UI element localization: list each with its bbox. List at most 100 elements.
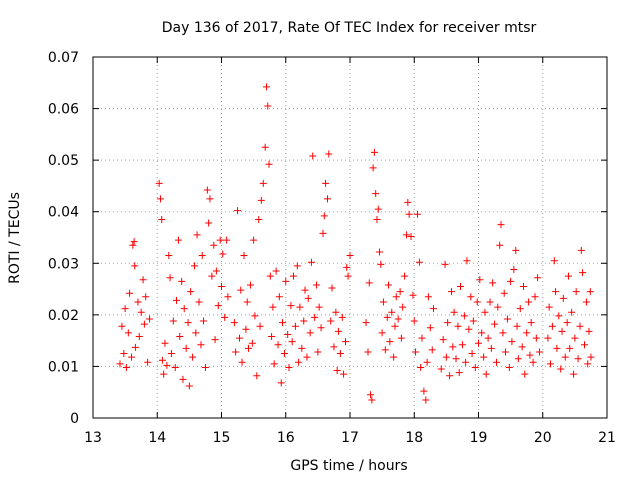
data-point bbox=[496, 241, 504, 249]
data-point bbox=[391, 322, 399, 330]
data-point bbox=[328, 284, 336, 292]
data-point bbox=[244, 344, 252, 352]
data-point bbox=[216, 236, 224, 244]
data-point bbox=[462, 358, 470, 366]
data-point bbox=[262, 83, 270, 91]
data-point bbox=[480, 353, 488, 361]
x-tick-label: 13 bbox=[84, 430, 102, 446]
data-point bbox=[487, 344, 495, 352]
data-point bbox=[404, 198, 412, 206]
y-tick-label: 0.07 bbox=[48, 50, 79, 66]
data-point bbox=[293, 262, 301, 270]
data-point bbox=[585, 327, 593, 335]
data-point bbox=[218, 282, 225, 290]
data-point bbox=[527, 319, 535, 327]
data-point bbox=[570, 370, 578, 378]
data-point bbox=[405, 210, 413, 218]
data-point bbox=[566, 344, 574, 352]
data-point bbox=[161, 339, 169, 347]
data-point bbox=[129, 241, 137, 249]
x-tick-label: 21 bbox=[598, 430, 616, 446]
y-tick-label: 0.01 bbox=[48, 359, 79, 375]
data-point bbox=[303, 353, 311, 361]
data-point bbox=[289, 272, 297, 280]
data-point bbox=[499, 329, 507, 337]
data-point bbox=[460, 312, 468, 320]
data-point bbox=[381, 346, 389, 354]
data-point bbox=[313, 281, 321, 289]
data-point bbox=[322, 179, 330, 187]
data-point bbox=[311, 313, 319, 321]
data-point bbox=[446, 372, 454, 380]
data-point bbox=[364, 348, 372, 356]
data-point bbox=[300, 317, 308, 325]
data-point bbox=[454, 322, 462, 330]
data-point bbox=[315, 303, 323, 311]
data-point bbox=[452, 355, 460, 363]
data-point bbox=[301, 286, 309, 294]
x-tick-label: 16 bbox=[277, 430, 295, 446]
data-point bbox=[344, 272, 352, 280]
data-point bbox=[206, 195, 214, 203]
data-point bbox=[437, 365, 445, 373]
data-point bbox=[372, 190, 380, 198]
data-point bbox=[269, 303, 277, 311]
data-point bbox=[165, 252, 173, 260]
data-point bbox=[142, 293, 150, 301]
data-point bbox=[449, 343, 457, 351]
data-point bbox=[516, 305, 524, 313]
y-tick-label: 0.03 bbox=[48, 256, 79, 272]
data-point bbox=[144, 358, 152, 366]
data-point bbox=[259, 179, 267, 187]
data-point bbox=[205, 219, 213, 227]
data-point bbox=[548, 322, 556, 330]
data-point bbox=[253, 372, 261, 380]
data-point bbox=[430, 305, 438, 313]
data-point bbox=[319, 229, 327, 237]
data-point bbox=[378, 329, 386, 337]
x-tick-label: 20 bbox=[534, 430, 552, 446]
data-point bbox=[178, 277, 186, 285]
data-point bbox=[478, 329, 486, 337]
data-point bbox=[458, 341, 466, 349]
data-point bbox=[494, 303, 502, 311]
data-point bbox=[287, 302, 295, 310]
data-point bbox=[332, 308, 340, 316]
data-point bbox=[221, 313, 229, 321]
data-point bbox=[529, 358, 537, 366]
data-point bbox=[467, 293, 475, 301]
data-point bbox=[314, 348, 322, 356]
data-point bbox=[128, 353, 136, 361]
data-point bbox=[417, 363, 425, 371]
x-tick-label: 15 bbox=[213, 430, 231, 446]
data-point bbox=[320, 212, 328, 220]
data-point bbox=[298, 344, 306, 352]
data-point bbox=[336, 350, 344, 358]
data-point bbox=[185, 382, 193, 390]
data-points bbox=[116, 83, 595, 404]
data-point bbox=[124, 329, 132, 337]
y-tick-labels: 0 0.01 0.02 0.03 0.04 0.05 0.06 0.07 bbox=[48, 50, 79, 427]
data-point bbox=[304, 294, 312, 302]
data-point bbox=[203, 186, 211, 194]
data-point bbox=[442, 353, 450, 361]
data-point bbox=[277, 379, 285, 387]
data-point bbox=[455, 369, 463, 377]
data-point bbox=[576, 322, 584, 330]
grid-lines bbox=[93, 57, 607, 418]
data-point bbox=[390, 353, 398, 361]
data-point bbox=[584, 360, 592, 368]
x-tick-labels: 13 14 15 16 17 18 19 20 21 bbox=[84, 430, 616, 446]
x-axis-label: GPS time / hours bbox=[290, 458, 407, 474]
data-point bbox=[582, 298, 590, 306]
data-point bbox=[423, 358, 431, 366]
data-point bbox=[376, 248, 384, 256]
data-point bbox=[288, 338, 296, 346]
data-point bbox=[146, 315, 154, 323]
data-point bbox=[140, 320, 148, 328]
data-point bbox=[553, 344, 561, 352]
data-point bbox=[256, 322, 264, 330]
data-point bbox=[383, 313, 391, 321]
data-point bbox=[439, 336, 447, 344]
data-point bbox=[173, 296, 181, 304]
